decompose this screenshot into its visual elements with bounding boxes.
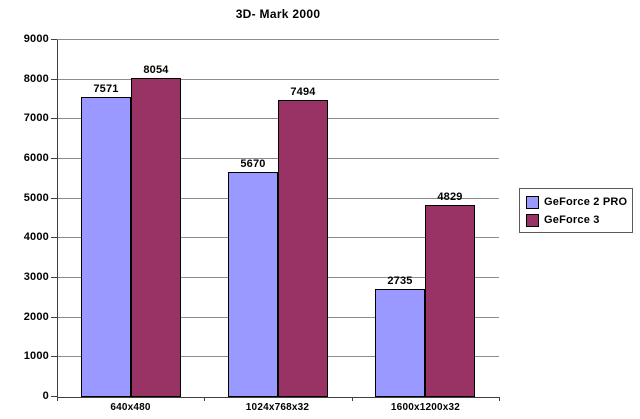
chart-title: 3D- Mark 2000 bbox=[235, 7, 321, 21]
legend-swatch-icon bbox=[526, 195, 539, 209]
legend-label: GeForce 2 PRO bbox=[544, 196, 628, 208]
y-axis-tick bbox=[51, 317, 57, 318]
bar-value-label: 2735 bbox=[387, 275, 413, 287]
y-axis-label: 3000 bbox=[23, 271, 49, 283]
category-tick bbox=[57, 397, 58, 401]
category-tick bbox=[499, 397, 500, 401]
legend-swatch-icon bbox=[526, 213, 539, 227]
legend-label: GeForce 3 bbox=[544, 214, 600, 226]
y-axis-label: 4000 bbox=[23, 231, 49, 243]
y-axis-tick bbox=[51, 277, 57, 278]
y-axis-tick bbox=[51, 118, 57, 119]
x-axis-label: 1024x768x32 bbox=[245, 402, 310, 413]
x-axis-label: 1600x1200x32 bbox=[390, 402, 461, 413]
category-tick bbox=[204, 397, 205, 401]
y-axis-label: 0 bbox=[42, 390, 49, 402]
y-axis-tick bbox=[51, 356, 57, 357]
bar-value-label: 8054 bbox=[143, 64, 169, 76]
legend-entry: GeForce 3 bbox=[526, 212, 628, 228]
bar-value-label: 7571 bbox=[93, 83, 119, 95]
bar-value-label: 7494 bbox=[290, 86, 316, 98]
bar bbox=[278, 100, 328, 397]
y-axis-label: 5000 bbox=[23, 192, 49, 204]
bar bbox=[425, 205, 475, 397]
y-axis-label: 1000 bbox=[23, 350, 49, 362]
bar-value-label: 4829 bbox=[437, 191, 463, 203]
y-axis-tick bbox=[51, 158, 57, 159]
bar bbox=[131, 78, 181, 397]
category-tick bbox=[352, 397, 353, 401]
y-axis-tick bbox=[51, 79, 57, 80]
x-axis-line bbox=[57, 397, 500, 398]
y-axis-line bbox=[57, 40, 58, 397]
y-axis-label: 6000 bbox=[23, 152, 49, 164]
gridline bbox=[57, 39, 499, 40]
x-axis-label: 640x480 bbox=[110, 402, 151, 413]
legend-entry: GeForce 2 PRO bbox=[526, 194, 628, 210]
y-axis-tick bbox=[51, 237, 57, 238]
gridline bbox=[57, 79, 499, 80]
bar-value-label: 5670 bbox=[240, 158, 266, 170]
y-axis-label: 7000 bbox=[23, 112, 49, 124]
bar bbox=[375, 289, 425, 397]
bar bbox=[228, 172, 278, 397]
y-axis-label: 8000 bbox=[23, 73, 49, 85]
bar bbox=[81, 97, 131, 397]
y-axis-tick bbox=[51, 198, 57, 199]
y-axis-tick bbox=[51, 396, 57, 397]
y-axis-tick bbox=[51, 39, 57, 40]
legend: GeForce 2 PRO GeForce 3 bbox=[519, 188, 633, 233]
y-axis-label: 2000 bbox=[23, 311, 49, 323]
y-axis-label: 9000 bbox=[23, 33, 49, 45]
